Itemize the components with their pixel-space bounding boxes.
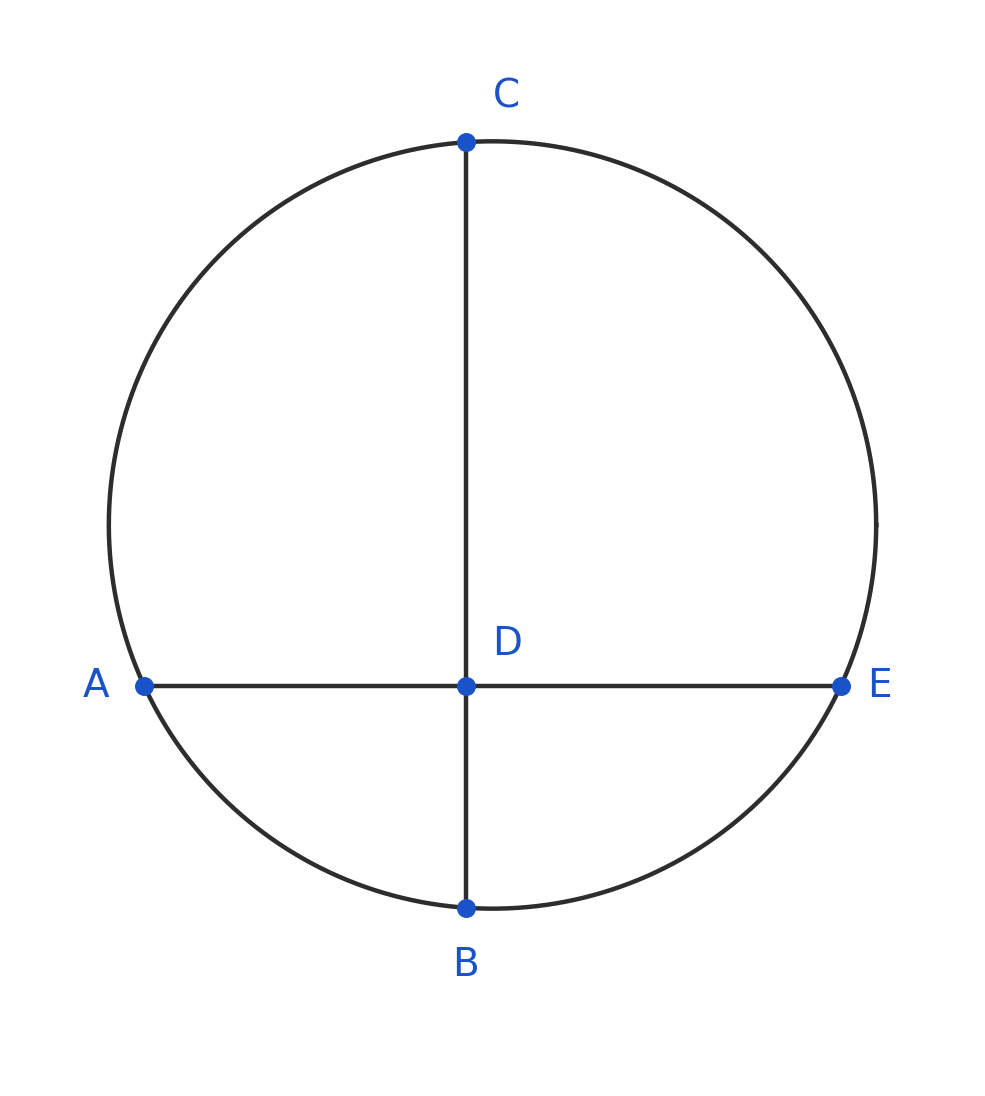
Point — [458, 134, 474, 151]
Point — [458, 677, 474, 695]
Text: A: A — [83, 667, 109, 705]
Point — [833, 677, 849, 695]
Text: C: C — [492, 78, 520, 115]
Text: B: B — [452, 946, 479, 984]
Point — [458, 899, 474, 916]
Text: E: E — [868, 667, 892, 705]
Text: D: D — [492, 625, 522, 663]
Point — [136, 677, 152, 695]
